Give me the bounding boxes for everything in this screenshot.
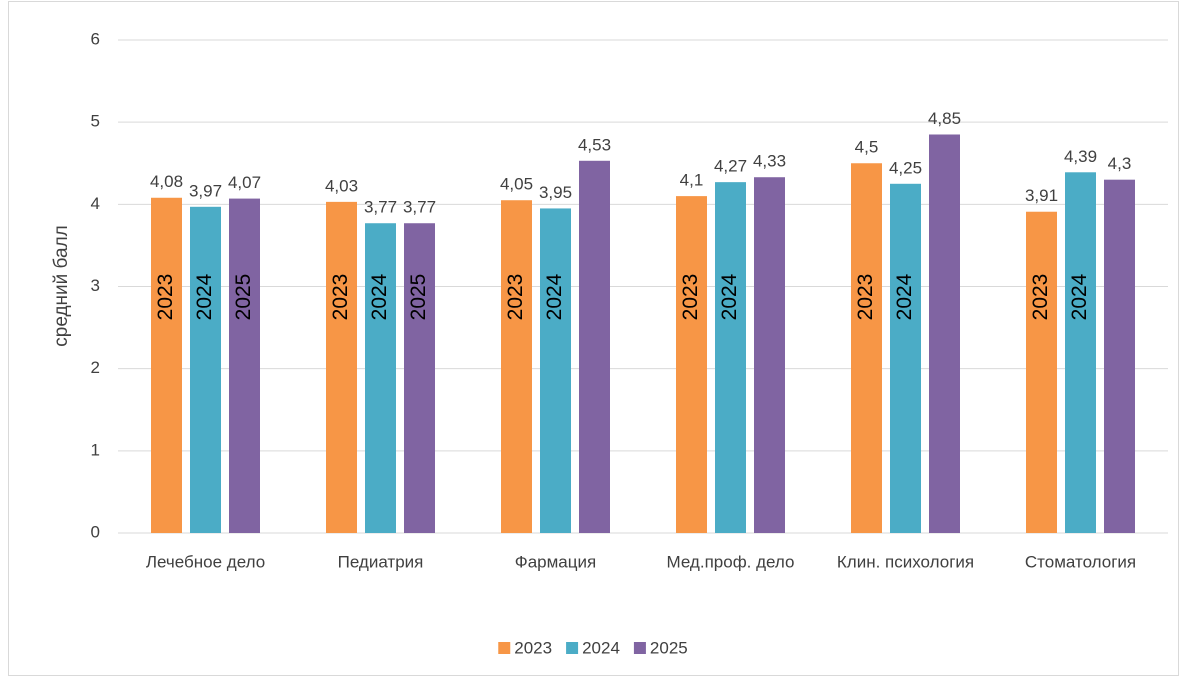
bar	[676, 196, 707, 533]
bar-series-label: 2023	[154, 274, 177, 321]
bar-series-label: 2025	[232, 274, 255, 321]
x-tick-label: Стоматология	[1025, 552, 1136, 571]
bar	[1104, 179, 1135, 533]
bar-series-label: 2024	[893, 273, 916, 320]
bar-series-label: 2024	[543, 273, 566, 320]
value-label: 4,25	[889, 158, 922, 177]
x-tick-label: Педиатрия	[338, 552, 424, 571]
bar-series-label: 2023	[329, 274, 352, 321]
y-tick-label: 3	[91, 276, 100, 295]
x-tick-label: Клин. психология	[837, 552, 974, 571]
value-label: 4,53	[578, 135, 611, 154]
value-label: 3,77	[364, 198, 397, 217]
bar-series-label: 2023	[1029, 274, 1052, 321]
bar-series-label: 2023	[854, 274, 877, 321]
bar	[715, 182, 746, 534]
y-tick-label: 4	[91, 194, 100, 213]
value-label: 4,1	[680, 171, 704, 190]
legend-swatch	[566, 642, 579, 654]
bar-series-label: 2024	[193, 273, 216, 320]
value-label: 4,85	[928, 109, 961, 128]
bar	[540, 208, 571, 534]
bar	[190, 206, 221, 533]
bar	[890, 183, 921, 533]
legend-swatch	[498, 642, 511, 654]
bar-series-label: 2024	[1068, 273, 1091, 320]
y-tick-label: 5	[91, 112, 100, 131]
bar	[404, 223, 435, 533]
bar	[151, 197, 182, 533]
bar	[326, 201, 357, 533]
value-label: 4,3	[1108, 154, 1132, 173]
bar-series-label: 2024	[718, 273, 741, 320]
bar-series-label: 2025	[407, 274, 430, 321]
bar	[501, 200, 532, 533]
bar	[579, 160, 610, 533]
bar	[929, 134, 960, 533]
bar-series-label: 2023	[679, 274, 702, 321]
value-label: 3,95	[539, 183, 572, 202]
bar-series-label: 2023	[504, 274, 527, 321]
bar	[365, 223, 396, 533]
legend-label: 2024	[582, 638, 620, 657]
value-label: 4,5	[855, 138, 879, 157]
legend: 2023 2024 2025	[498, 638, 688, 657]
value-label: 4,08	[150, 172, 183, 191]
bar	[1026, 211, 1057, 533]
legend-swatch	[633, 642, 646, 654]
value-label: 4,27	[714, 157, 747, 176]
y-tick-label: 1	[91, 440, 100, 459]
value-label: 4,07	[228, 173, 261, 192]
bar	[754, 177, 785, 534]
legend-label: 2025	[650, 638, 688, 657]
y-tick-label: 6	[91, 29, 100, 48]
x-tick-label: Мед.проф. дело	[667, 552, 795, 571]
y-tick-label: 2	[91, 358, 100, 377]
bar	[229, 198, 260, 533]
value-label: 3,77	[403, 198, 436, 217]
y-axis-label: средний балл	[51, 225, 72, 347]
bar	[1065, 172, 1096, 533]
bar-series-label: 2024	[368, 273, 391, 320]
x-tick-label: Лечебное дело	[146, 552, 265, 571]
value-label: 3,97	[189, 181, 222, 200]
value-label: 4,03	[325, 176, 358, 195]
value-label: 4,33	[753, 152, 786, 171]
legend-label: 2023	[514, 638, 552, 657]
value-label: 4,39	[1064, 147, 1097, 166]
value-label: 3,91	[1025, 186, 1058, 205]
y-tick-label: 0	[91, 522, 100, 541]
x-tick-label: Фармация	[515, 552, 596, 571]
bar	[851, 163, 882, 533]
value-label: 4,05	[500, 175, 533, 194]
